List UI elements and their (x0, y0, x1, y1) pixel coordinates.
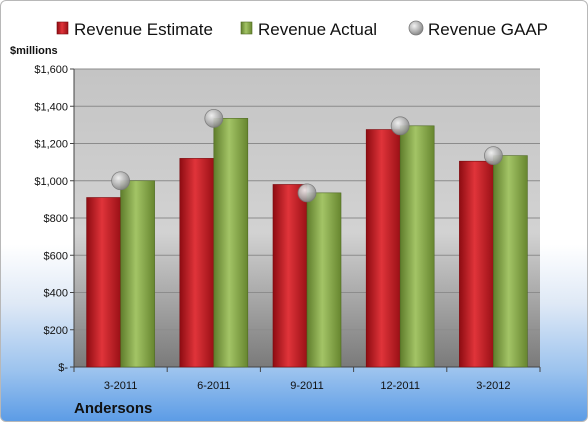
legend-label: Revenue GAAP (428, 20, 548, 39)
x-tick-label: 3-2012 (476, 380, 510, 392)
x-axis-label: Andersons (74, 400, 152, 417)
revenue-actual-bar (213, 118, 249, 368)
revenue-estimate-bar (459, 160, 494, 368)
y-tick-label: $200 (44, 325, 68, 337)
legend-swatch (56, 21, 69, 35)
legend-label: Revenue Estimate (74, 20, 213, 39)
x-tick-label: 9-2011 (290, 380, 323, 392)
revenue-estimate-bar (179, 158, 215, 368)
y-tick-label: $1,400 (34, 101, 68, 113)
y-tick-label: $400 (44, 288, 68, 300)
legend-swatch (408, 20, 424, 36)
x-tick-label: 3-2011 (104, 380, 137, 392)
y-tick-label: $- (58, 362, 68, 374)
y-tick-label: $1,600 (34, 64, 68, 76)
bars-layer (86, 108, 528, 368)
revenue-gaap-marker (111, 171, 130, 191)
revenue-actual-bar (306, 192, 342, 368)
x-tick-label: 12-2011 (380, 380, 420, 392)
y-tick-label: $800 (44, 213, 68, 225)
legend: Revenue Estimate Revenue Actual Revenue GA… (56, 20, 548, 39)
revenue-estimate-bar (86, 197, 121, 368)
revenue-actual-bar (399, 125, 435, 368)
legend-swatch (240, 21, 253, 35)
revenue-actual-bar (120, 180, 155, 368)
legend-label: Revenue Actual (258, 20, 377, 39)
x-tick-label: 6-2011 (197, 380, 230, 392)
revenue-estimate-bar (272, 184, 308, 368)
x-axis-ticks: 3-2011 6-2011 9-2011 12-2011 3-2012 (73, 367, 541, 392)
revenue-estimate-bar (365, 129, 401, 368)
y-axis-label: $millions (10, 45, 58, 57)
revenue-actual-bar (493, 155, 528, 368)
y-tick-label: $1,200 (34, 139, 68, 151)
revenue-gaap-marker (297, 183, 317, 203)
revenue-gaap-marker (204, 108, 224, 128)
revenue-gaap-marker (390, 116, 410, 136)
revenue-gaap-marker (483, 146, 503, 166)
y-tick-label: $1,000 (34, 176, 68, 188)
y-tick-label: $600 (44, 250, 68, 262)
